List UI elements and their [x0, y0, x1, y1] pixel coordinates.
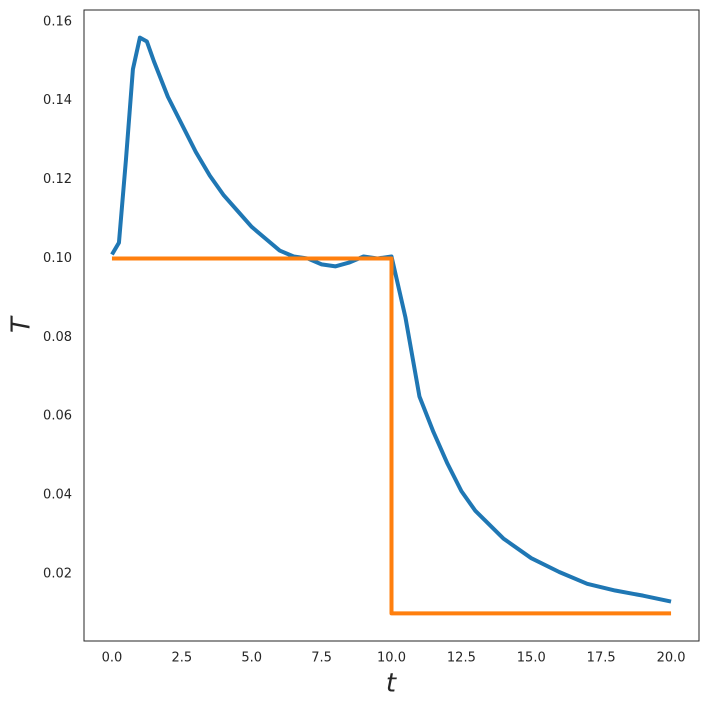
x-tick-label: 2.5: [171, 651, 192, 666]
y-axis-label: T: [7, 315, 37, 333]
x-tick-label: 0.0: [102, 651, 123, 666]
x-tick-label: 20.0: [657, 651, 686, 666]
y-tick-label: 0.16: [43, 14, 72, 29]
y-tick-label: 0.10: [43, 251, 72, 266]
y-tick-label: 0.08: [43, 330, 72, 345]
series-line: [110, 35, 672, 604]
x-tick-label: 5.0: [241, 651, 262, 666]
x-axis-label: t: [386, 669, 397, 699]
y-tick-label: 0.02: [43, 566, 72, 581]
x-tick-label: 10.0: [377, 651, 406, 666]
y-tick-label: 0.06: [43, 409, 72, 424]
y-tick-label: 0.12: [43, 172, 72, 187]
y-tick-label: 0.04: [43, 488, 72, 503]
x-tick-label: 7.5: [311, 651, 332, 666]
y-tick-label: 0.14: [43, 93, 72, 108]
x-tick-label: 15.0: [517, 651, 546, 666]
x-tick-label: 12.5: [447, 651, 476, 666]
series-line: [111, 256, 672, 616]
x-tick-label: 17.5: [587, 651, 616, 666]
